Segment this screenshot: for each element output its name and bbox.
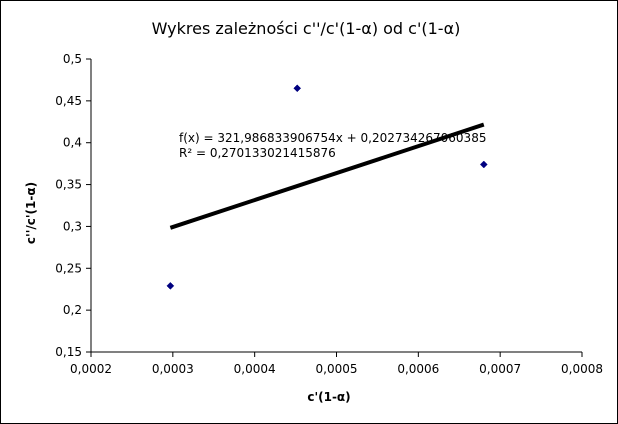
r-squared-label: R² = 0,270133021415876 bbox=[179, 146, 336, 160]
x-tick-label: 0,0006 bbox=[397, 362, 439, 376]
y-tick-label: 0,35 bbox=[55, 178, 82, 192]
x-tick-label: 0,0003 bbox=[152, 362, 194, 376]
y-tick-label: 0,45 bbox=[55, 94, 82, 108]
data-points bbox=[166, 84, 488, 290]
x-tick-label: 0,0004 bbox=[234, 362, 276, 376]
data-point bbox=[293, 84, 302, 93]
data-point bbox=[479, 160, 488, 169]
data-point bbox=[166, 282, 175, 290]
x-tick-label: 0,0008 bbox=[561, 362, 603, 376]
trendline bbox=[169, 122, 485, 230]
y-tick-label: 0,4 bbox=[63, 136, 82, 150]
y-axis-ticks: 0,15 0,2 0,25 0,3 0,35 0,4 0,45 0,5 bbox=[55, 52, 91, 359]
y-tick-label: 0,5 bbox=[63, 52, 82, 66]
axes bbox=[90, 59, 582, 353]
x-axis-ticks: 0,0002 0,0003 0,0004 0,0005 0,0006 0,0007 0,00… bbox=[70, 352, 603, 376]
x-tick-label: 0,0005 bbox=[316, 362, 358, 376]
trendline-group bbox=[169, 122, 485, 230]
trendline-equation: f(x) = 321,986833906754x + 0,20273426706… bbox=[179, 131, 486, 145]
x-tick-label: 0,0007 bbox=[479, 362, 521, 376]
y-axis-label: c''/c'(1-α) bbox=[24, 182, 38, 244]
y-tick-label: 0,15 bbox=[55, 345, 82, 359]
y-tick-label: 0,3 bbox=[63, 219, 82, 233]
chart-title: Wykres zależności c''/c'(1-α) od c'(1-α) bbox=[152, 19, 461, 38]
x-axis-label: c'(1-α) bbox=[307, 390, 350, 404]
y-tick-label: 0,2 bbox=[63, 303, 82, 317]
x-tick-label: 0,0002 bbox=[70, 362, 112, 376]
y-tick-label: 0,25 bbox=[55, 261, 82, 275]
